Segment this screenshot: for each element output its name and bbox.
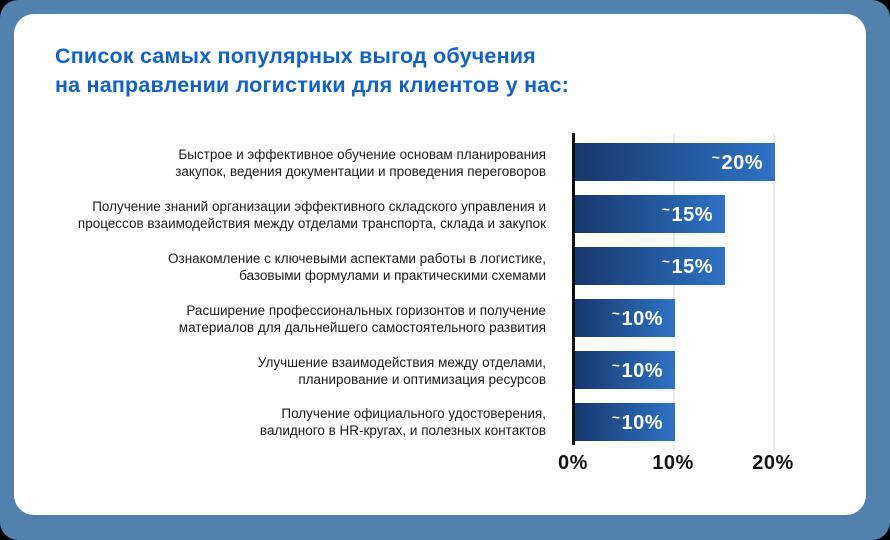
bar-category-label: Улучшение взаимодействия между отделами,… <box>257 355 546 387</box>
x-axis-tick-20: 20% <box>752 452 794 474</box>
bar: ~10% <box>575 403 675 441</box>
x-axis-tick-10: 10% <box>652 452 694 474</box>
bar-value-label: ~15% <box>661 201 713 226</box>
approx-tilde: ~ <box>611 409 621 425</box>
bar: ~20% <box>575 143 775 181</box>
bar-category-label: Получение знаний организации эффективног… <box>77 199 546 231</box>
bar-category-label: Расширение профессиональных горизонтов и… <box>178 303 546 335</box>
chart-title-line-2: на направлении логистики для клиентов у … <box>55 73 569 97</box>
bar-category-label: Получение официального удостоверения, ва… <box>259 406 546 438</box>
approx-tilde: ~ <box>661 253 671 269</box>
bar-value-label: ~10% <box>611 305 663 330</box>
approx-tilde: ~ <box>711 149 721 165</box>
bar-category-label: Быстрое и эффективное обучение основам п… <box>175 147 546 179</box>
chart-card: Список самых популярных выгод обучения н… <box>14 14 866 515</box>
bar: ~15% <box>575 247 725 285</box>
bar-value-label: ~10% <box>611 409 663 434</box>
approx-tilde: ~ <box>661 201 671 217</box>
bar-category-label: Ознакомление с ключевыми аспектами работ… <box>168 251 546 283</box>
gridline-20-percent <box>773 133 775 451</box>
bar: ~10% <box>575 351 675 389</box>
bar-value-label: ~15% <box>661 253 713 278</box>
chart-title: Список самых популярных выгод обучения н… <box>55 42 569 100</box>
bar: ~10% <box>575 299 675 337</box>
y-axis-line <box>572 133 575 445</box>
bar: ~15% <box>575 195 725 233</box>
gridline-10-percent <box>673 133 675 451</box>
approx-tilde: ~ <box>611 305 621 321</box>
x-axis-tick-0: 0% <box>558 452 588 474</box>
chart-title-line-1: Список самых популярных выгод обучения <box>55 44 536 68</box>
bar-value-label: ~10% <box>611 357 663 382</box>
bar-value-label: ~20% <box>711 149 763 174</box>
approx-tilde: ~ <box>611 357 621 373</box>
